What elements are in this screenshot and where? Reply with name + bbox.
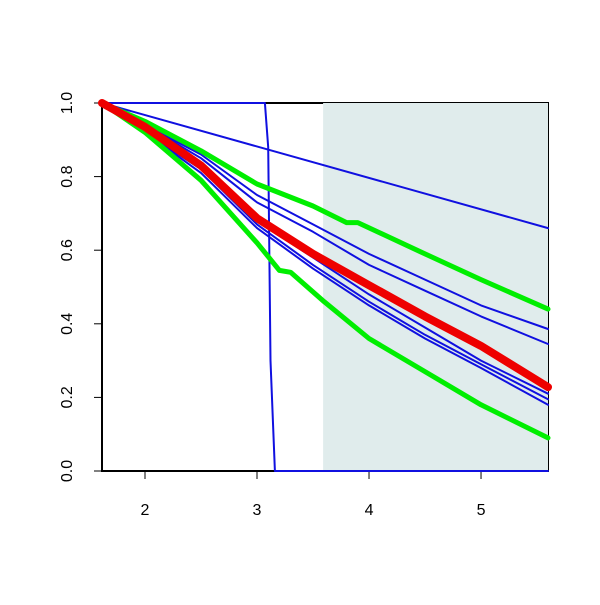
shaded-region — [323, 103, 548, 471]
x-tick-label: 2 — [141, 502, 150, 519]
series-line — [101, 102, 549, 330]
series-line — [98, 99, 552, 392]
y-tick-label: 0.8 — [59, 165, 76, 187]
series-line — [101, 102, 549, 230]
x-tick-label: 4 — [365, 502, 374, 519]
y-tick-label: 0.0 — [59, 460, 76, 482]
x-tick-label: 5 — [477, 502, 486, 519]
series-line — [99, 100, 551, 312]
y-tick-label: 0.4 — [59, 313, 76, 335]
y-tick-label: 0.2 — [59, 386, 76, 408]
y-tick-label: 1.0 — [59, 92, 76, 114]
series-line — [99, 100, 551, 441]
x-tick-label: 3 — [253, 502, 262, 519]
y-tick-label: 0.6 — [59, 239, 76, 261]
series-line — [101, 102, 549, 472]
